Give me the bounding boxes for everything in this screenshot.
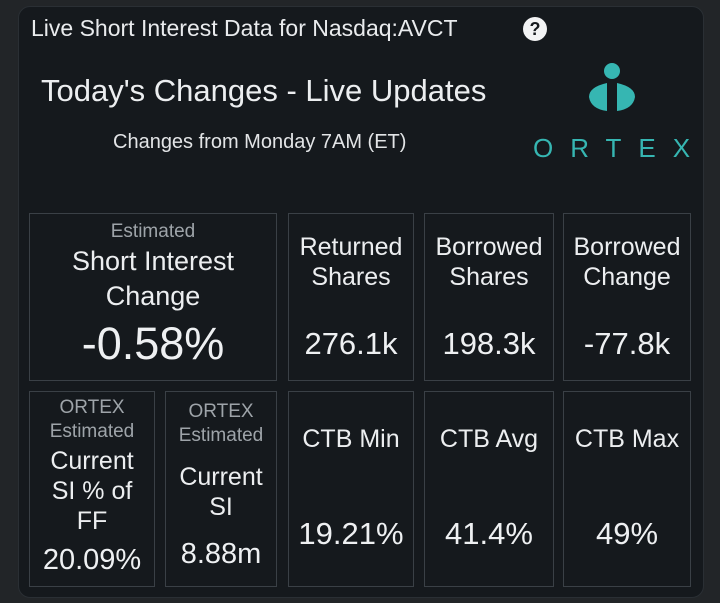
short-interest-widget: Live Short Interest Data for Nasdaq:AVCT… (18, 6, 704, 598)
borrowed-change-card: Borrowed Change -77.8k (563, 213, 691, 381)
returned-label: Returned (299, 233, 403, 261)
shares-label: Shares (311, 263, 391, 291)
change-label: Change (105, 281, 201, 311)
current-label: Current (179, 463, 263, 491)
ctb-min-card: CTB Min 19.21% (288, 391, 414, 587)
ortex-logo: ORTEX (529, 63, 699, 165)
ff-label: FF (76, 507, 108, 535)
ctb-min-label: CTB Min (302, 425, 400, 453)
section-subtitle: Changes from Monday 7AM (ET) (113, 131, 407, 153)
returned-shares-card: Returned Shares 276.1k (288, 213, 414, 381)
section-title: Today's Changes - Live Updates (41, 73, 487, 108)
borrowed-label: Borrowed (573, 233, 681, 261)
ctb-min-value: 19.21% (298, 516, 404, 551)
si-percent-of-label: SI % of (51, 477, 133, 505)
si-label: SI (209, 493, 233, 521)
shares-label: Shares (449, 263, 529, 291)
widget-title: Live Short Interest Data for Nasdaq:AVCT (31, 15, 458, 41)
current-si-ff-value: 20.09% (42, 544, 142, 576)
estimated-label: Estimated (110, 221, 196, 242)
ctb-max-value: 49% (595, 516, 659, 551)
ctb-avg-card: CTB Avg 41.4% (424, 391, 554, 587)
borrowed-shares-card: Borrowed Shares 198.3k (424, 213, 554, 381)
ctb-max-label: CTB Max (574, 425, 680, 453)
current-label: Current (50, 447, 134, 475)
current-si-value: 8.88m (180, 538, 262, 570)
short-interest-change-value: -0.58% (81, 318, 225, 369)
returned-shares-value: 276.1k (304, 326, 398, 361)
ortex-label: ORTEX (188, 401, 254, 422)
current-si-card: ORTEX Estimated Current SI 8.88m (165, 391, 277, 587)
ortex-label: ORTEX (59, 397, 125, 418)
ctb-max-card: CTB Max 49% (563, 391, 691, 587)
current-si-ff-card: ORTEX Estimated Current SI % of FF 20.09… (29, 391, 155, 587)
borrowed-shares-value: 198.3k (442, 326, 536, 361)
borrowed-label: Borrowed (435, 233, 543, 261)
ortex-person-icon (589, 63, 635, 111)
ctb-avg-label: CTB Avg (439, 425, 539, 453)
change-label: Change (583, 263, 671, 291)
borrowed-change-value: -77.8k (583, 326, 671, 361)
short-interest-change-card: Estimated Short Interest Change -0.58% (29, 213, 277, 381)
ortex-logo-text: ORTEX (533, 133, 708, 163)
help-icon[interactable]: ? (523, 17, 547, 41)
estimated-label: Estimated (178, 425, 264, 446)
ctb-avg-value: 41.4% (445, 516, 533, 551)
short-interest-label: Short Interest (71, 246, 235, 276)
estimated-label: Estimated (49, 421, 135, 442)
